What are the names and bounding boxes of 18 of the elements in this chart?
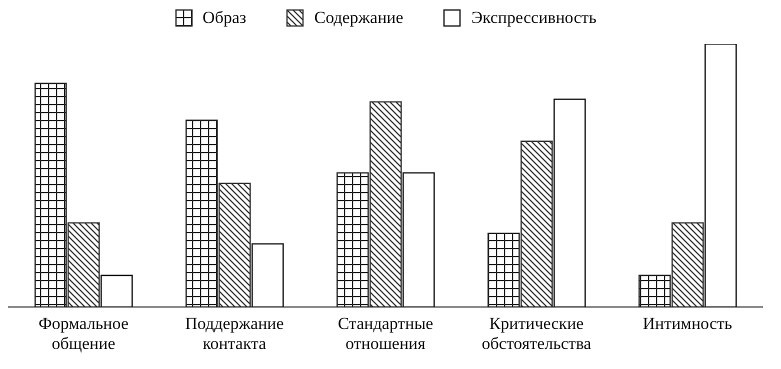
bar [336,172,369,307]
x-tick-label: Поддержание контакта [185,314,284,353]
bar [638,274,671,307]
bar [186,120,218,307]
legend-label: Содержание [314,8,404,28]
bar [370,101,402,307]
bar [488,232,520,307]
legend-label: Экспрессивность [471,8,596,28]
x-tick-label: Интимность [642,314,732,333]
bar [672,222,704,307]
bar [218,182,251,307]
bar [34,82,67,307]
x-tick-label: Формальное общение [38,314,129,353]
bar [68,222,100,307]
x-tick-label: Критические обстоятельства [482,314,592,353]
x-tick-label: Стандартные отношения [338,314,434,353]
bar [520,140,553,307]
legend-label: Образ [202,8,246,28]
